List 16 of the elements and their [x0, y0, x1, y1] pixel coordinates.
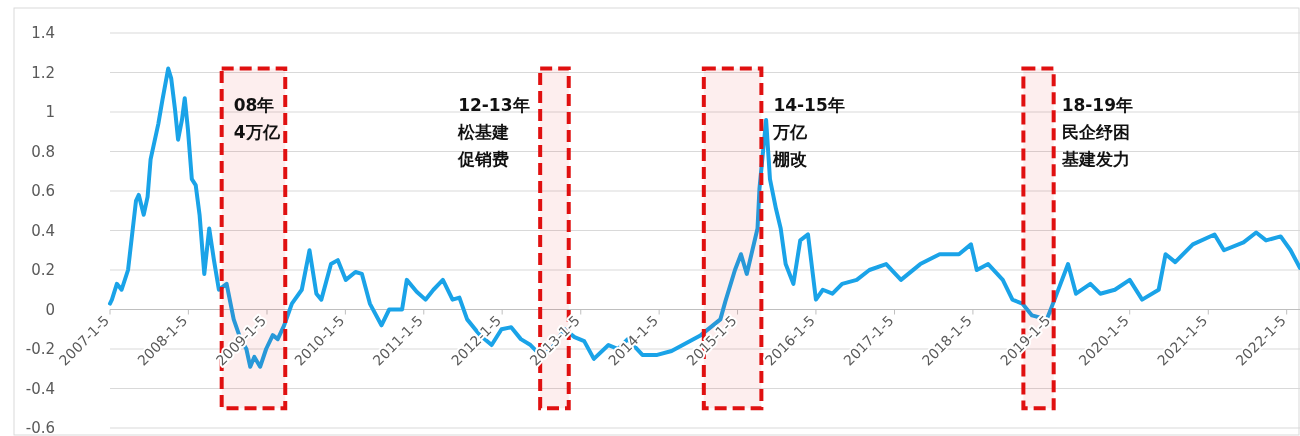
y-tick-label: 0.4	[31, 221, 55, 240]
band-label: 12-13年松基建促销费	[457, 94, 530, 169]
y-tick-label: 0	[45, 300, 55, 319]
y-tick-label: -0.4	[25, 379, 55, 398]
line-series	[108, 66, 1300, 369]
y-tick-label: 0.2	[31, 261, 55, 279]
y-tick-label: 1	[45, 103, 55, 121]
y-tick-label: -0.6	[25, 419, 55, 436]
band-label: 14-15年万亿棚改	[772, 94, 845, 169]
y-tick-label: -0.2	[25, 340, 55, 358]
band-label: 08年4万亿	[233, 94, 281, 142]
y-tick-label: 0.8	[31, 142, 55, 161]
y-tick-label: 1.4	[31, 24, 55, 42]
band-label: 18-19年民企纾困基建发力	[1060, 94, 1134, 169]
y-tick-label: 0.6	[31, 182, 55, 200]
y-tick-label: 1.2	[31, 63, 55, 82]
